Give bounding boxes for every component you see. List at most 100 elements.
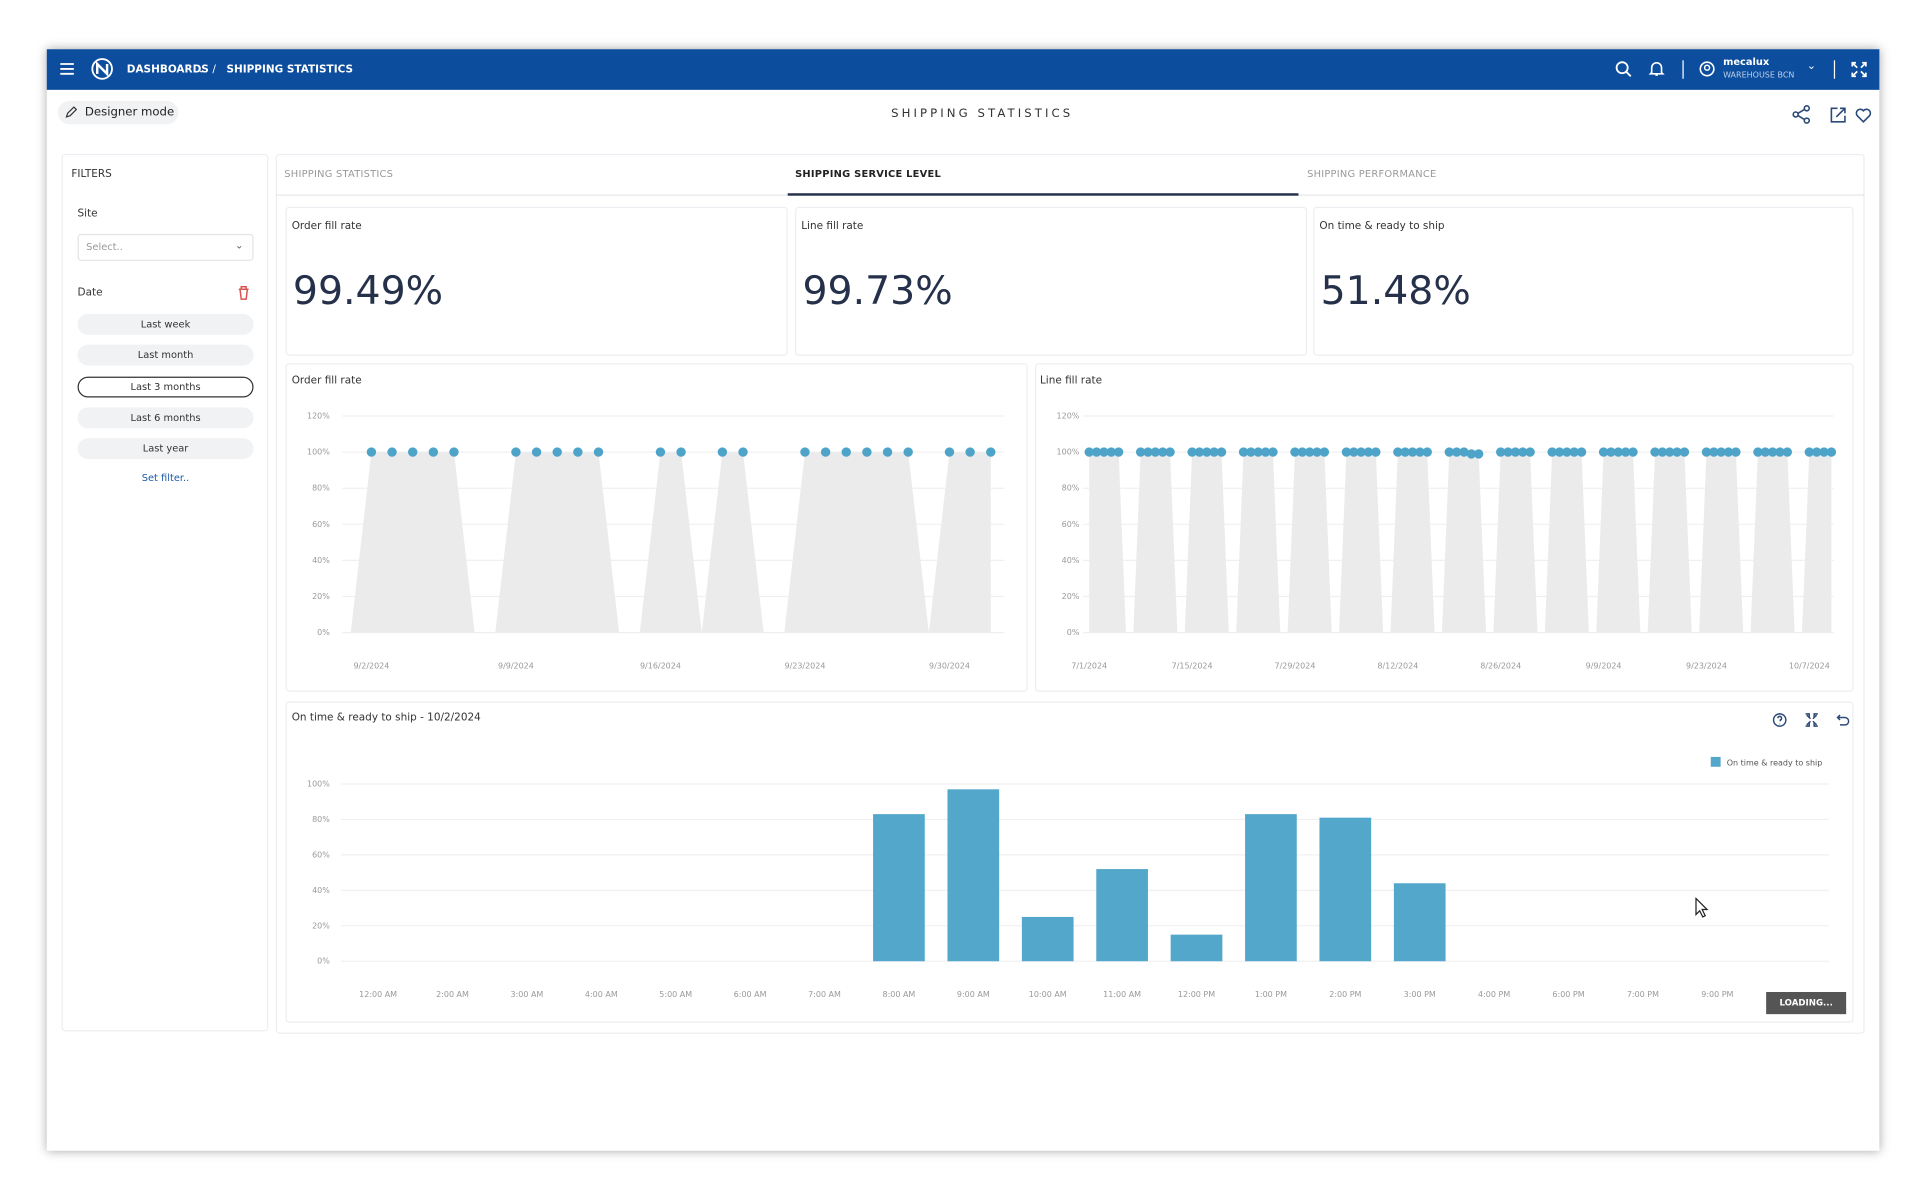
point (1576, 447, 1587, 457)
point (1393, 447, 1403, 457)
y-tick-label: 60% (1062, 520, 1080, 529)
y-tick-label: 120% (307, 411, 330, 420)
point (1466, 449, 1477, 459)
y-tick-label: 40% (312, 556, 330, 565)
point (903, 447, 913, 457)
site-label: Site (77, 207, 98, 221)
bar (873, 814, 925, 962)
point (1400, 447, 1410, 457)
x-tick-label: 12:00 AM (359, 990, 397, 999)
chart-title: Order fill rate (292, 374, 362, 386)
kpi-value: 51.48% (1320, 267, 1471, 314)
divider (1833, 60, 1836, 79)
x-tick-label: 7:00 AM (808, 990, 841, 999)
menu-icon[interactable] (59, 62, 76, 77)
point (1569, 447, 1579, 457)
kpi-value: 99.49% (292, 267, 444, 314)
date-option[interactable]: Last year (77, 438, 254, 460)
site-select[interactable]: Select.. (77, 233, 254, 261)
page-title: SHIPPING STATISTICS (891, 107, 1074, 121)
x-tick-label: 2:00 PM (1329, 990, 1361, 999)
user-location: WAREHOUSE BCN (1723, 70, 1795, 80)
point (1701, 447, 1712, 457)
point (1202, 447, 1212, 457)
x-tick-label: 9:00 AM (957, 990, 990, 999)
mouse-cursor (1695, 897, 1709, 918)
point (676, 447, 686, 457)
user-icon[interactable] (1698, 60, 1715, 77)
filters-panel (61, 153, 269, 1032)
x-tick-label: 3:00 AM (511, 990, 544, 999)
tab[interactable]: SHIPPING PERFORMANCE (1307, 168, 1437, 180)
point (1297, 447, 1308, 457)
point (1084, 447, 1094, 457)
point (1091, 447, 1102, 457)
point (1826, 447, 1837, 457)
x-tick-label: 1:00 PM (1255, 990, 1287, 999)
legend-swatch (1710, 756, 1721, 767)
logo[interactable] (91, 58, 113, 80)
point (820, 447, 831, 457)
point (1158, 447, 1168, 457)
y-tick-label: 20% (1062, 592, 1080, 601)
point (366, 447, 377, 457)
point (1194, 447, 1205, 457)
date-option[interactable]: Last week (77, 313, 254, 335)
point (1709, 447, 1719, 457)
search-icon[interactable] (1615, 60, 1632, 77)
x-tick-label: 8/12/2024 (1377, 661, 1418, 670)
y-tick-label: 80% (312, 815, 330, 824)
point (1547, 447, 1557, 457)
point (1106, 447, 1116, 457)
nav-bar: DASHBOARDS ⌄ / SHIPPING STATISTICS mecal… (46, 49, 1880, 90)
point (1209, 447, 1219, 457)
point (1260, 447, 1271, 457)
fullscreen-icon[interactable] (1851, 61, 1867, 78)
point (1628, 447, 1638, 457)
point (1723, 447, 1734, 457)
x-tick-label: 9/30/2024 (929, 661, 970, 670)
set-filter-link[interactable]: Set filter.. (141, 472, 190, 484)
point (593, 447, 604, 457)
date-option[interactable]: Last 3 months (77, 376, 254, 398)
point (841, 447, 851, 457)
kpi-value: 99.73% (802, 267, 953, 314)
y-tick-label: 100% (307, 779, 330, 788)
point (1451, 447, 1462, 457)
point (1613, 447, 1623, 457)
clear-date-icon[interactable] (236, 286, 251, 301)
tab[interactable]: SHIPPING STATISTICS (284, 168, 394, 180)
chart-tools[interactable] (1771, 711, 1852, 728)
user-caret[interactable]: ⌄ (1806, 60, 1817, 73)
point (387, 447, 397, 457)
chart-card (285, 701, 1854, 1023)
legend-label: On time & ready to ship (1727, 759, 1823, 768)
kpi-card (285, 206, 788, 356)
point (1650, 447, 1660, 457)
date-option[interactable]: Last 6 months (77, 407, 254, 429)
point (1150, 447, 1161, 457)
point (552, 447, 562, 457)
point (573, 447, 583, 457)
user-name[interactable]: mecalux (1723, 56, 1770, 68)
x-tick-label: 8/26/2024 (1480, 661, 1521, 670)
x-tick-label: 5:00 AM (659, 990, 692, 999)
designer-mode-button[interactable]: Designer mode (57, 100, 179, 125)
point (449, 447, 459, 457)
bar (1319, 817, 1372, 962)
toolbar-icons[interactable] (1792, 105, 1873, 125)
date-option[interactable]: Last month (77, 344, 254, 366)
point (1525, 447, 1535, 457)
point (1496, 447, 1506, 457)
area (1089, 452, 1832, 633)
chart-title: On time & ready to ship - 10/2/2024 (292, 712, 481, 724)
point (1819, 447, 1829, 457)
point (1812, 447, 1822, 457)
tab[interactable]: SHIPPING SERVICE LEVEL (795, 168, 942, 180)
bell-icon[interactable] (1648, 60, 1665, 77)
point (1290, 447, 1300, 457)
point (1665, 447, 1675, 457)
breadcrumb-dashboards[interactable]: DASHBOARDS (126, 63, 209, 77)
x-tick-label: 4:00 AM (585, 990, 618, 999)
